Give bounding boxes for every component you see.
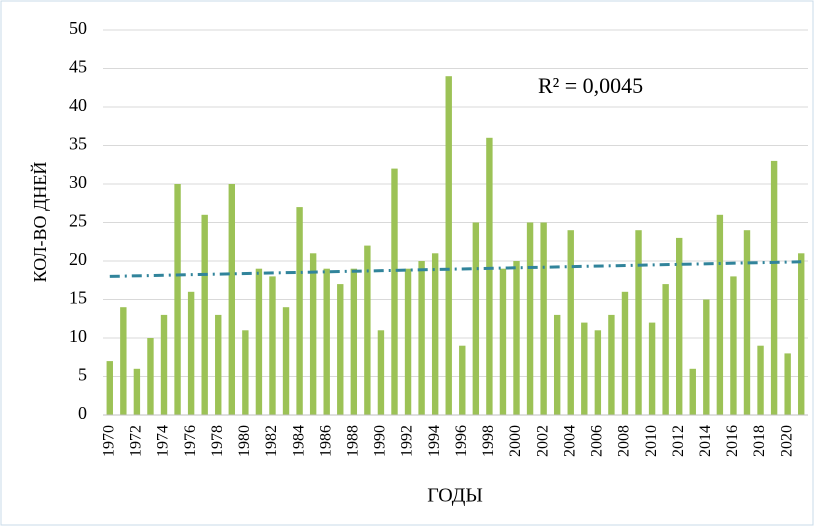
- x-tick-label: 2018: [751, 425, 768, 457]
- y-tick-label: 35: [69, 134, 87, 154]
- bar: [743, 230, 751, 415]
- x-tick-label: 2008: [616, 425, 633, 457]
- bar: [418, 261, 425, 415]
- x-tick-label: 1972: [128, 425, 145, 457]
- bar: [757, 345, 764, 415]
- bar: [309, 253, 317, 415]
- bar: [689, 368, 696, 415]
- bar: [364, 245, 371, 415]
- y-tick-label: 30: [69, 172, 87, 192]
- y-tick-label: 25: [69, 211, 87, 231]
- x-tick-label: 1994: [426, 425, 443, 457]
- bar: [798, 253, 805, 415]
- bar: [499, 268, 507, 415]
- bar: [201, 214, 208, 415]
- bar: [337, 284, 344, 415]
- bar: [431, 253, 439, 415]
- bar: [635, 230, 642, 415]
- bar: [106, 361, 113, 415]
- bar: [621, 291, 629, 415]
- bar: [404, 268, 412, 415]
- bar: [445, 76, 452, 415]
- y-tick-label: 0: [78, 403, 87, 423]
- bar: [581, 322, 588, 415]
- bar: [350, 268, 358, 415]
- bar: [215, 314, 222, 415]
- x-axis-title: ГОДЫ: [427, 485, 483, 507]
- x-tick-label: 2002: [534, 425, 551, 457]
- bar: [377, 330, 385, 415]
- x-tick-label: 2010: [643, 425, 660, 457]
- bar: [730, 276, 737, 415]
- bar: [160, 314, 168, 415]
- bar: [174, 184, 181, 415]
- y-tick-label: 45: [69, 57, 87, 77]
- x-tick-label: 2014: [697, 425, 714, 457]
- annotation: R² = 0,0045: [538, 73, 643, 98]
- x-tick-label: 2020: [778, 425, 795, 457]
- x-tick-label: 2004: [561, 425, 578, 457]
- x-tick-label: 2006: [589, 425, 606, 457]
- bar: [296, 207, 303, 415]
- bar: [255, 268, 263, 415]
- bar: [147, 338, 154, 415]
- x-tick-label: 2016: [724, 425, 741, 457]
- bar: [269, 276, 276, 415]
- bar: [120, 307, 127, 415]
- bar: [526, 222, 534, 415]
- y-axis-title: КОЛ-ВО ДНЕЙ: [30, 162, 50, 283]
- bar: [242, 330, 249, 415]
- bar: [784, 353, 791, 415]
- x-tick-label: 1978: [209, 425, 226, 457]
- bar: [662, 284, 669, 415]
- trendline: [109, 260, 802, 278]
- bar: [716, 214, 724, 415]
- x-tick-label: 1980: [236, 425, 253, 457]
- bar: [323, 268, 330, 415]
- y-tick-label: 20: [69, 249, 87, 269]
- x-tick-label: 1996: [453, 425, 470, 457]
- x-tick-label: 2000: [507, 425, 524, 457]
- x-tick-label: 1982: [263, 425, 280, 457]
- y-tick-label: 5: [78, 365, 87, 385]
- bar: [472, 222, 480, 415]
- bar: [133, 368, 141, 415]
- y-tick-label: 40: [69, 95, 87, 115]
- bar: [594, 330, 602, 415]
- x-tick-label: 1984: [290, 425, 307, 457]
- bar: [703, 299, 710, 415]
- bar: [648, 322, 656, 415]
- y-tick-label: 50: [69, 18, 87, 38]
- x-tick-label: 1986: [317, 425, 334, 457]
- bar: [553, 314, 561, 415]
- bar: [459, 345, 466, 415]
- bar: [187, 291, 195, 415]
- bar: [228, 184, 235, 415]
- x-tick-label: 1998: [480, 425, 497, 457]
- bar: [770, 160, 778, 415]
- bar: [282, 307, 290, 415]
- x-tick-label: 1988: [344, 425, 361, 457]
- x-tick-label: 1970: [100, 425, 117, 457]
- bar: [513, 261, 520, 415]
- y-tick-label: 15: [69, 288, 87, 308]
- bar: [676, 237, 683, 415]
- bar: [486, 137, 493, 416]
- x-tick-label: 1976: [182, 425, 199, 457]
- bar: [540, 222, 547, 415]
- x-tick-label: 2012: [670, 425, 687, 457]
- bar: [567, 230, 574, 415]
- y-tick-label: 10: [69, 326, 87, 346]
- bar: [608, 314, 615, 415]
- bar: [391, 168, 398, 415]
- x-tick-label: 1974: [155, 425, 172, 457]
- x-tick-label: 1992: [399, 425, 416, 457]
- x-tick-label: 1990: [372, 425, 389, 457]
